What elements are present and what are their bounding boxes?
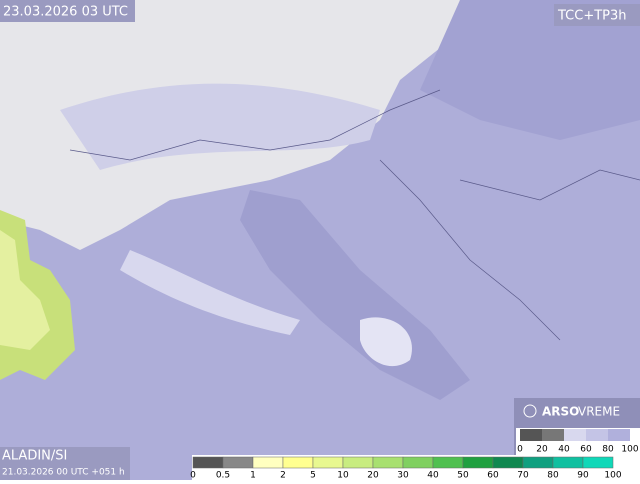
borders: [69, 89, 640, 341]
cloud-streak: [120, 250, 300, 335]
precip-swatch: [312, 456, 344, 469]
logo-brand: ARSO: [542, 405, 579, 419]
precip-tick-label: 1: [250, 471, 256, 481]
cloud-swatch: [564, 429, 586, 441]
precip-tick-label: 70: [517, 471, 529, 481]
precip-swatch: [222, 456, 254, 469]
precip-swatch: [552, 456, 584, 469]
date-box: [0, 0, 135, 22]
cloud-tick-label: 40: [558, 445, 570, 455]
logo-name: VREME: [578, 405, 620, 419]
logo-icon: [523, 404, 537, 418]
adriatic-sea: [240, 190, 470, 400]
cloud-area: [420, 0, 640, 140]
precip-tick-label: 2: [280, 471, 286, 481]
precip-swatch: [282, 456, 314, 469]
precip-tick-label: 50: [457, 471, 469, 481]
precip-tick-label: 60: [487, 471, 499, 481]
border-line: [379, 159, 561, 341]
cloud-tick-label: 20: [536, 445, 548, 455]
precip-swatch: [372, 456, 404, 469]
run: 21.03.2026 00 UTC +051 h: [2, 468, 125, 478]
precip-swatch: [492, 456, 524, 469]
model: ALADIN/SI: [2, 449, 67, 464]
precip-tick-label: 30: [397, 471, 409, 481]
border-line: [459, 169, 640, 201]
precip-tick-label: 0: [190, 471, 196, 481]
precip-tick-label: 40: [427, 471, 439, 481]
precip-swatch: [522, 456, 554, 469]
cloud-tick-label: 80: [602, 445, 614, 455]
precip-swatch: [402, 456, 434, 469]
precip-tick-label: 20: [367, 471, 379, 481]
precip-tick-label: 80: [547, 471, 559, 481]
datetime: 23.03.2026 03 UTC: [3, 5, 128, 20]
border-line: [69, 89, 441, 161]
precip-tick-label: 5: [310, 471, 316, 481]
precip-swatch: [252, 456, 284, 469]
precip-swatch: [192, 456, 224, 469]
precip-swatch: [582, 456, 614, 469]
product: TCC+TP3h: [557, 9, 627, 24]
precip-swatch: [432, 456, 464, 469]
cloud-swatch: [542, 429, 564, 441]
cloud-tick-label: 100: [621, 445, 638, 455]
precip-tick-label: 0.5: [216, 471, 230, 481]
cloud-band: [60, 83, 380, 170]
cloud-swatch: [608, 429, 630, 441]
precip-tick-label: 10: [337, 471, 349, 481]
precip-area: [0, 230, 50, 350]
footer-box: [0, 447, 130, 480]
cloud-swatch: [520, 429, 542, 441]
cloud-tick-label: 0: [517, 445, 523, 455]
cloud-tick-label: 60: [580, 445, 592, 455]
precip-tick-label: 100: [604, 471, 621, 481]
precip-swatch: [462, 456, 494, 469]
cloud-patch: [360, 317, 412, 367]
cloud-swatch: [586, 429, 608, 441]
product-box: [554, 4, 640, 26]
precip-swatch: [342, 456, 374, 469]
precip-tick-label: 90: [577, 471, 589, 481]
